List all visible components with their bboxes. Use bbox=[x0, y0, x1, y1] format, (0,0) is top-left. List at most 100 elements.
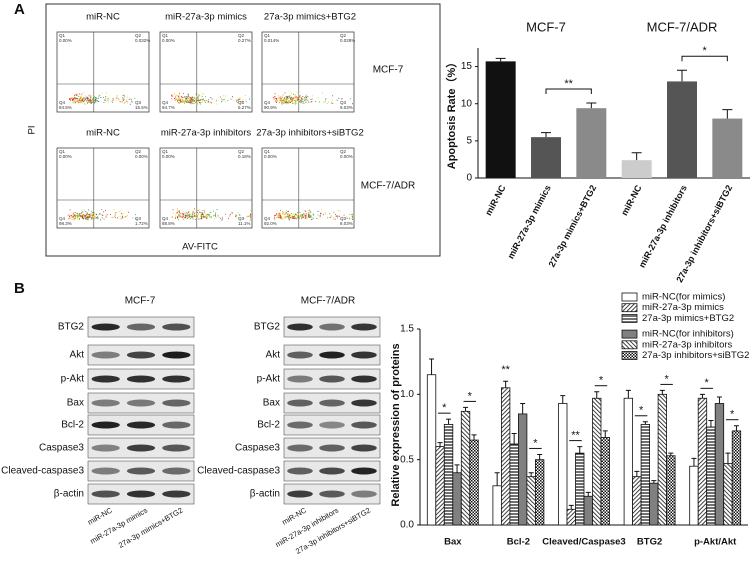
event-dot bbox=[74, 215, 76, 217]
event-dot bbox=[181, 215, 183, 217]
event-dot bbox=[186, 101, 188, 103]
event-dot bbox=[86, 218, 87, 220]
legend-swatch bbox=[621, 303, 638, 313]
event-dot bbox=[352, 216, 353, 217]
bar bbox=[518, 413, 528, 526]
event-dot bbox=[286, 96, 288, 98]
event-dot bbox=[84, 217, 86, 219]
event-dot bbox=[299, 99, 301, 101]
event-dot bbox=[293, 218, 295, 219]
y-tick-label: 0.5 bbox=[400, 454, 414, 465]
event-dot bbox=[114, 216, 116, 218]
error-bar bbox=[471, 434, 477, 441]
event-dot bbox=[298, 101, 299, 103]
blot-band bbox=[351, 323, 377, 331]
quadrant-percent: 88.8% bbox=[162, 221, 175, 226]
blot-band bbox=[319, 490, 345, 498]
event-dot bbox=[250, 214, 251, 216]
event-dot bbox=[188, 101, 190, 103]
error-bar bbox=[708, 419, 714, 427]
event-dot bbox=[290, 216, 292, 218]
event-dot bbox=[180, 101, 182, 103]
event-dot bbox=[87, 101, 89, 103]
event-dot bbox=[78, 93, 80, 95]
event-dot bbox=[306, 100, 308, 102]
event-dot bbox=[197, 217, 199, 219]
error-bar bbox=[560, 395, 566, 404]
event-dot bbox=[311, 95, 313, 97]
event-dot bbox=[186, 98, 187, 99]
event-dot bbox=[184, 96, 186, 97]
event-dot bbox=[103, 96, 105, 98]
event-dot bbox=[192, 211, 194, 213]
bar bbox=[485, 61, 516, 178]
event-dot bbox=[301, 216, 302, 217]
event-dot bbox=[122, 95, 124, 96]
event-dot bbox=[308, 211, 310, 213]
x-tick-label: 27a-3p mimics+BTG2 bbox=[547, 183, 599, 268]
event-dot bbox=[180, 216, 182, 218]
event-dot bbox=[280, 215, 282, 217]
event-dot bbox=[322, 92, 323, 94]
error-bar bbox=[520, 402, 526, 414]
event-dot bbox=[184, 215, 186, 216]
event-dot bbox=[325, 98, 327, 100]
event-dot bbox=[215, 212, 216, 214]
event-dot bbox=[185, 217, 187, 219]
bar bbox=[723, 463, 733, 526]
event-dot bbox=[92, 101, 94, 103]
event-dot bbox=[349, 218, 350, 220]
event-dot bbox=[281, 102, 283, 103]
event-dot bbox=[86, 216, 88, 218]
quadrant-percent: 0.014% bbox=[264, 38, 279, 43]
event-dot bbox=[183, 101, 184, 103]
event-dot bbox=[293, 216, 295, 218]
event-dot bbox=[306, 98, 308, 100]
event-dot bbox=[323, 102, 324, 104]
event-dot bbox=[84, 214, 86, 216]
event-dot bbox=[294, 214, 296, 215]
event-dot bbox=[193, 213, 195, 215]
protein-label: Akt bbox=[70, 350, 85, 361]
event-dot bbox=[287, 217, 289, 219]
event-dot bbox=[182, 100, 184, 101]
legend-label: miR-NC(for mimics) bbox=[642, 292, 725, 303]
protein-label: Akt bbox=[266, 350, 281, 361]
event-dot bbox=[288, 214, 290, 215]
event-dot bbox=[289, 96, 291, 98]
event-dot bbox=[177, 212, 178, 213]
event-dot bbox=[69, 98, 70, 100]
event-dot bbox=[297, 217, 299, 219]
event-dot bbox=[93, 216, 95, 218]
event-dot bbox=[117, 217, 118, 219]
event-dot bbox=[92, 99, 94, 101]
event-dot bbox=[250, 210, 251, 212]
event-dot bbox=[194, 100, 195, 102]
bar bbox=[714, 403, 725, 526]
blot-band bbox=[319, 323, 345, 331]
event-dot bbox=[229, 215, 231, 217]
event-dot bbox=[288, 218, 290, 220]
event-dot bbox=[175, 98, 177, 100]
event-dot bbox=[91, 101, 92, 103]
y-tick-label: 5 bbox=[466, 135, 472, 146]
event-dot bbox=[73, 98, 74, 100]
event-dot bbox=[207, 215, 209, 217]
event-dot bbox=[244, 95, 246, 96]
event-dot bbox=[287, 216, 289, 218]
event-dot bbox=[76, 94, 78, 96]
event-dot bbox=[293, 102, 295, 104]
event-dot bbox=[187, 100, 188, 102]
event-dot bbox=[79, 213, 81, 215]
event-dot bbox=[216, 209, 218, 210]
event-dot bbox=[85, 214, 86, 216]
event-dot bbox=[205, 100, 207, 101]
event-dot bbox=[189, 214, 190, 216]
event-dot bbox=[83, 97, 85, 99]
event-dot bbox=[290, 97, 292, 99]
blot-band bbox=[91, 467, 120, 475]
quadrant-percent: 11.1% bbox=[238, 221, 250, 226]
event-dot bbox=[277, 210, 279, 212]
bar bbox=[443, 423, 454, 526]
event-dot bbox=[82, 100, 83, 101]
